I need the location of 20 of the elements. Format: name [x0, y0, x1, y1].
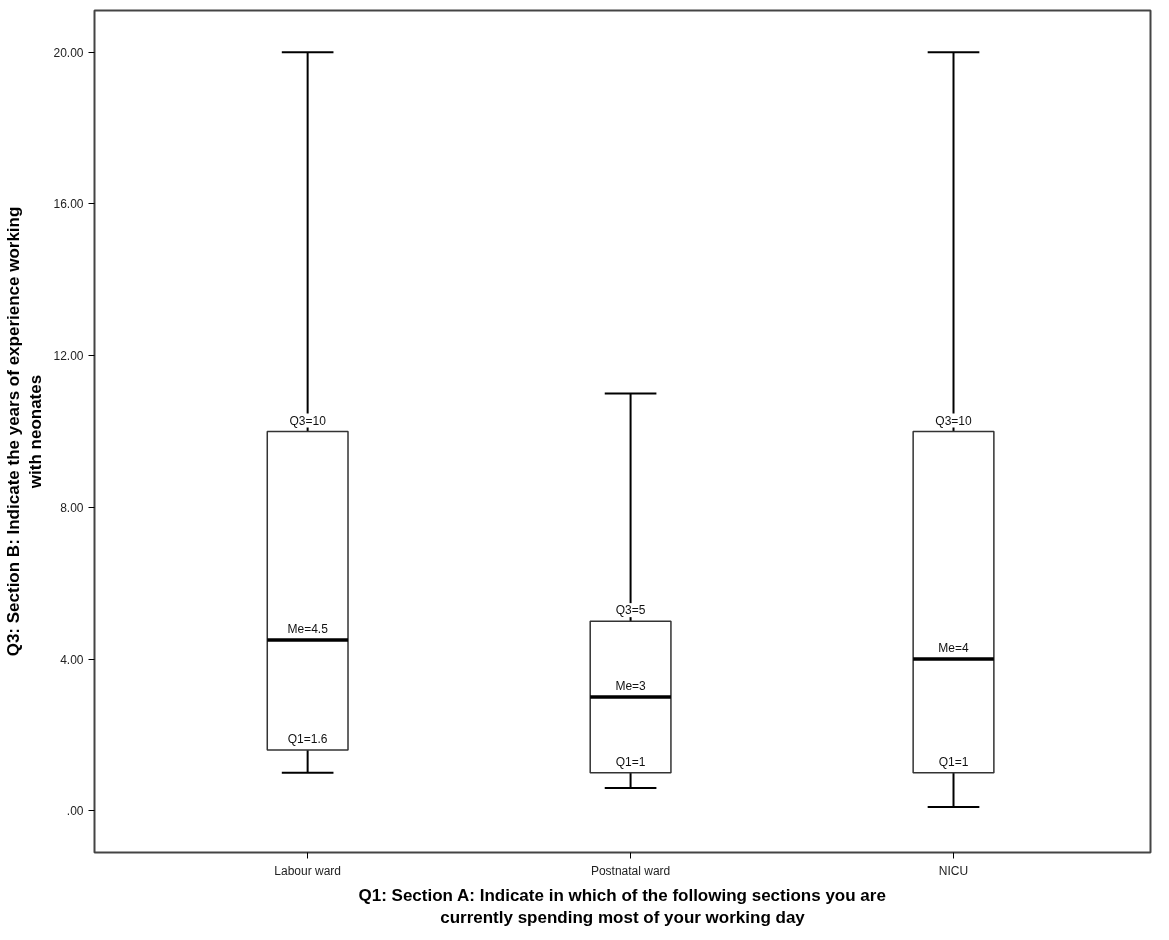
y-tick-label: 20.00: [53, 45, 84, 60]
y-tick-label: 16.00: [53, 197, 84, 212]
x-tick-label: Postnatal ward: [590, 863, 671, 878]
x-axis-title: Q1: Section A: Indicate in which of the following sections you are currently spending most of your working day: [358, 885, 886, 928]
annotation: Me=4.5: [287, 622, 329, 637]
annotation: Q3=10: [935, 413, 973, 428]
annotation: Q3=5: [615, 603, 646, 618]
annotation: Me=4: [938, 641, 970, 656]
annotation: Me=3: [615, 679, 647, 693]
annotation: Q1=1.6: [287, 732, 328, 747]
y-tick-label: 8.00: [60, 500, 84, 515]
annotation: Q1=1: [938, 754, 969, 769]
y-tick-label: 4.00: [60, 652, 84, 667]
x-tick-label: Labour ward: [274, 863, 341, 878]
annotation: Q3=10: [289, 413, 327, 428]
y-axis-title: Q3: Section B: Indicate the years of experience working with neonates: [3, 206, 46, 657]
y-tick-label: .00: [66, 804, 84, 819]
annotation: Q1=1: [615, 754, 646, 769]
x-tick-label: NICU: [938, 863, 969, 878]
y-tick-label: 12.00: [53, 349, 84, 364]
